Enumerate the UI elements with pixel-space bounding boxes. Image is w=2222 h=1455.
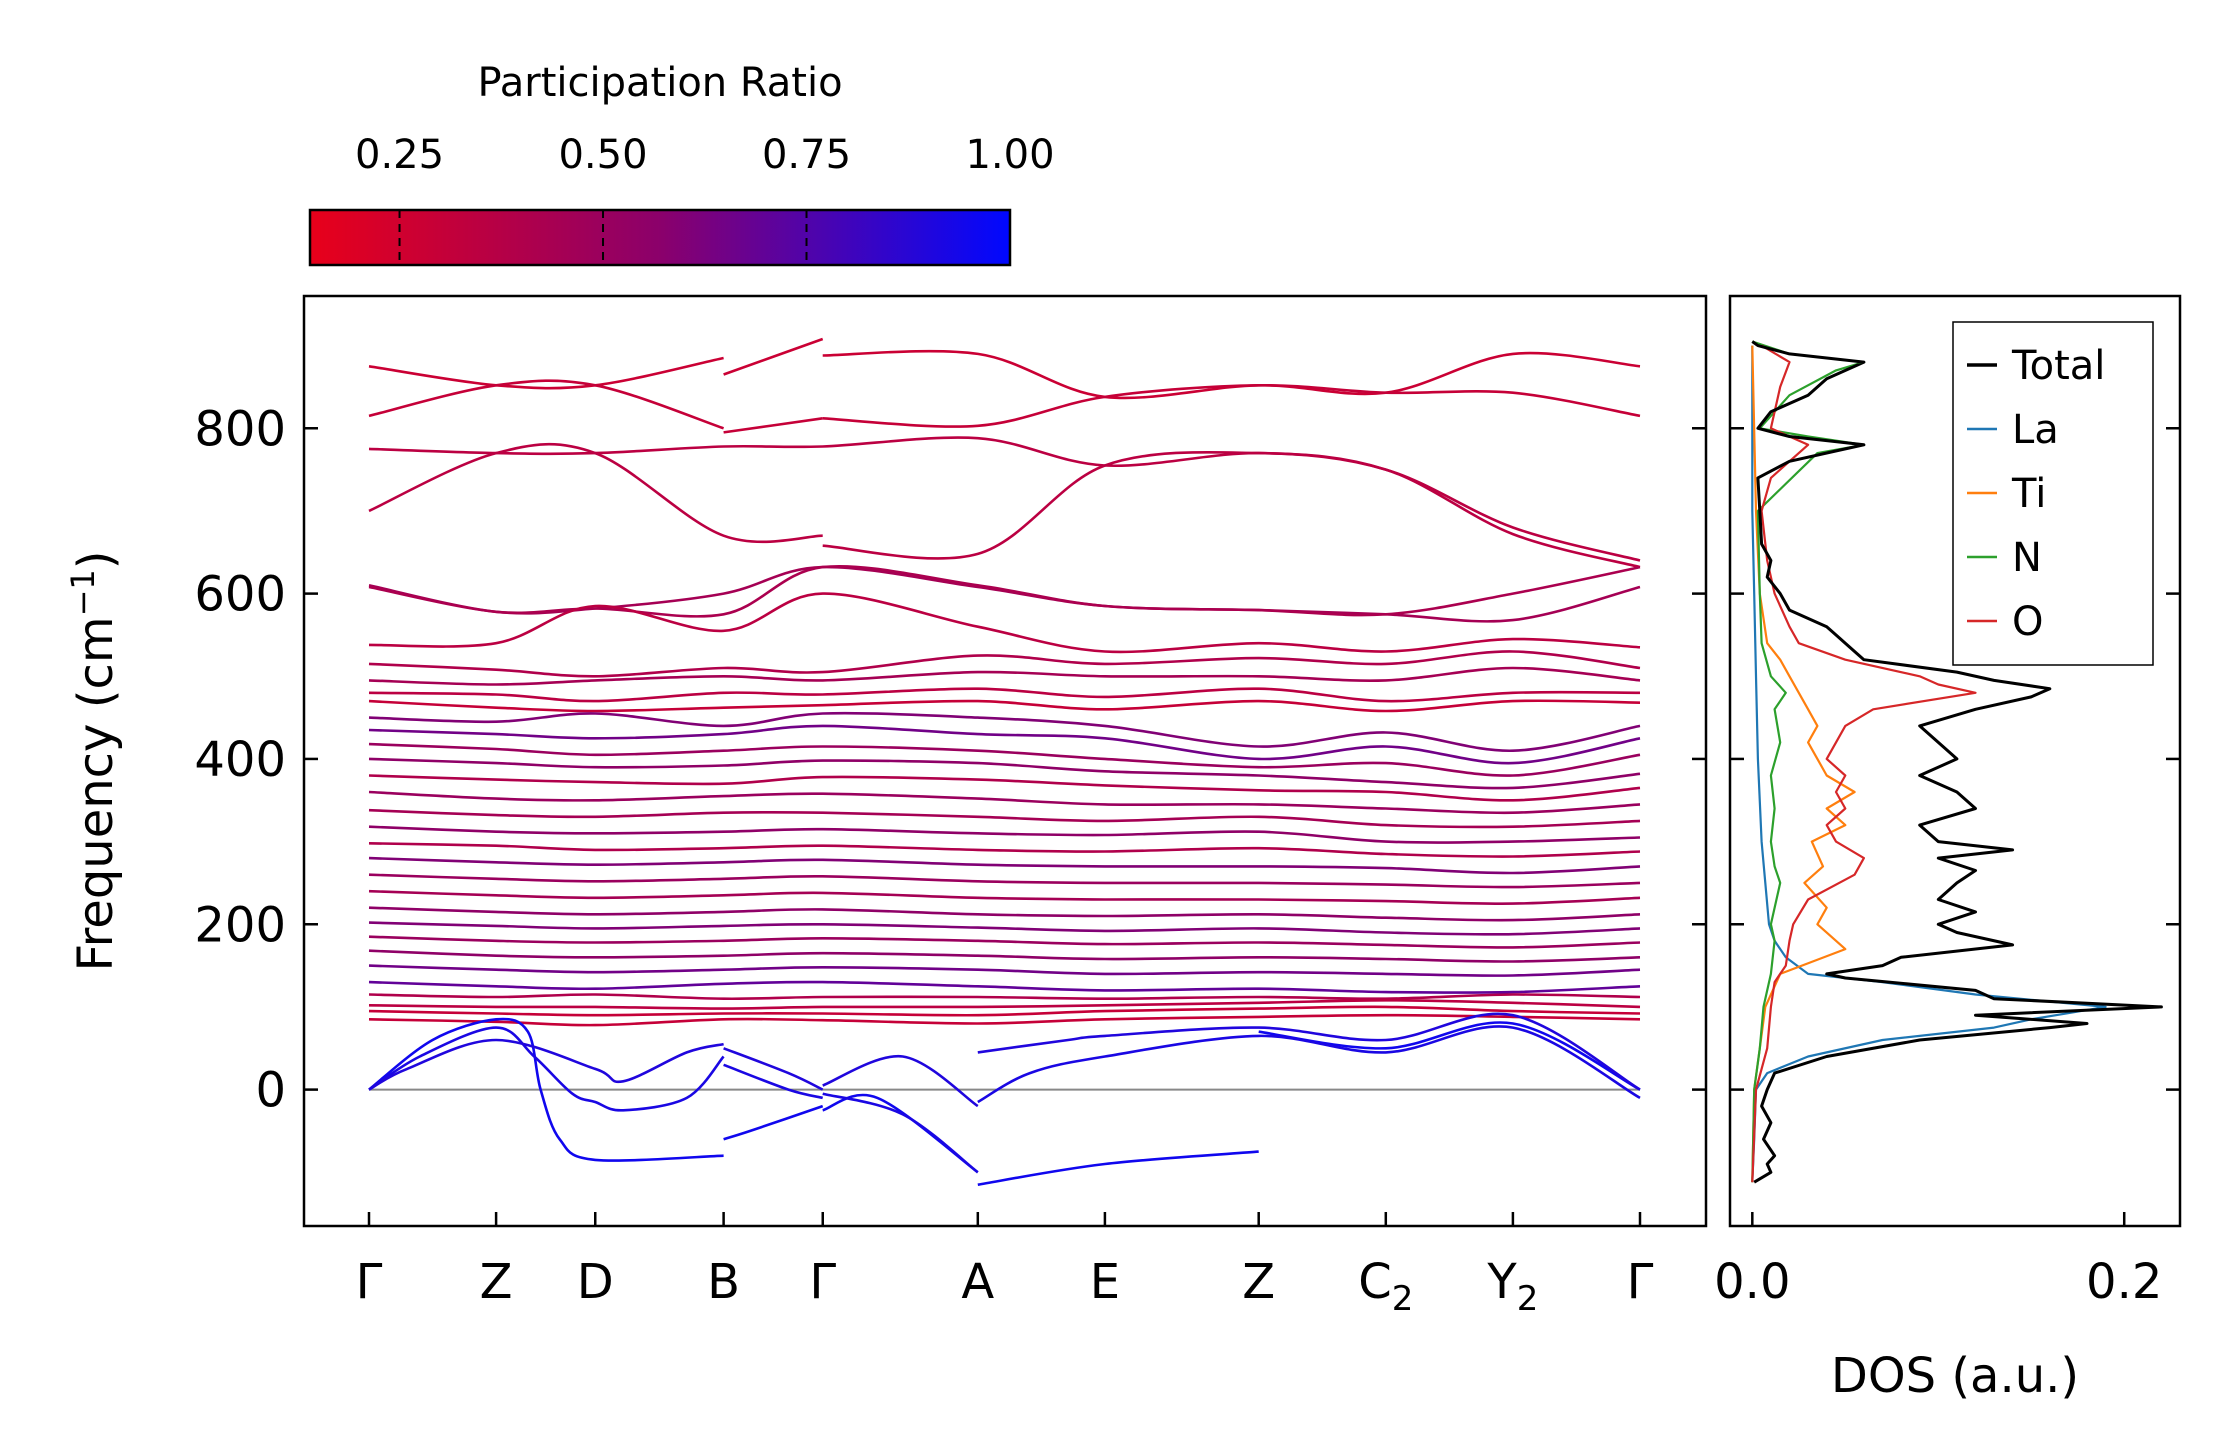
optical-band-2-segment-0 bbox=[368, 436, 1641, 562]
optical-band-11-segment-0 bbox=[368, 711, 1641, 753]
colorbar-tick-label: 0.25 bbox=[355, 132, 444, 178]
band-y-tick-label: 400 bbox=[194, 732, 286, 788]
legend-label-la: La bbox=[2012, 407, 2059, 453]
optical-band-27-segment-0 bbox=[368, 964, 1641, 977]
optical-band-3-segment-0 bbox=[368, 442, 823, 544]
legend-label-o: O bbox=[2012, 599, 2043, 645]
dos-line-total bbox=[1751, 340, 2163, 1184]
optical-band-1-segment-1 bbox=[723, 417, 823, 434]
band-structure-panel: 0 200 400 600 800 Γ Z D B Γ A E Z C2 Y2 Γ Frequency (cm… bbox=[64, 294, 1708, 1319]
optical-band-0-segment-0 bbox=[368, 356, 724, 390]
optical-band-9-segment-0 bbox=[368, 687, 1641, 703]
optical-band-17-segment-0 bbox=[368, 808, 1641, 829]
colorbar-tick-label: 0.75 bbox=[762, 132, 851, 178]
optical-band-30-segment-0 bbox=[368, 998, 1641, 1010]
acoustic-band-1-segment-1 bbox=[723, 1063, 824, 1100]
legend-label-n: N bbox=[2012, 535, 2042, 581]
optical-band-25-segment-0 bbox=[368, 935, 1641, 949]
band-x-tick-label: Z bbox=[1242, 1254, 1275, 1310]
optical-band-24-segment-0 bbox=[368, 921, 1641, 936]
optical-band-22-segment-0 bbox=[368, 889, 1641, 905]
acoustic-band-2-segment-3 bbox=[977, 1012, 1641, 1091]
acoustic-band-0-segment-3 bbox=[977, 1150, 1259, 1186]
colorbar-gradient bbox=[308, 208, 1012, 267]
optical-band-5-segment-0 bbox=[368, 564, 1641, 618]
band-y-tick-label: 800 bbox=[194, 401, 286, 457]
acoustic-band-0-segment-1 bbox=[723, 1104, 824, 1141]
acoustic-band-1-segment-0 bbox=[368, 1026, 725, 1112]
colorbar-tick-label: 0.50 bbox=[558, 132, 647, 178]
colorbar: Participation Ratio 0.25 0.50 0.75 1.00 bbox=[308, 60, 1055, 267]
optical-band-0-segment-1 bbox=[723, 337, 824, 376]
optical-band-15-segment-0 bbox=[368, 774, 1641, 802]
acoustic-band-0-segment-0 bbox=[368, 1017, 724, 1162]
acoustic-band-1-segment-3 bbox=[977, 1025, 1641, 1104]
optical-band-16-segment-0 bbox=[368, 790, 1641, 815]
legend-label-ti: Ti bbox=[2011, 471, 2046, 517]
optical-band-26-segment-0 bbox=[368, 949, 1641, 963]
dos-x-tick-label: 0.0 bbox=[1714, 1254, 1790, 1310]
optical-band-23-segment-0 bbox=[368, 906, 1641, 922]
optical-band-31-segment-0 bbox=[368, 1005, 1641, 1017]
dos-plot-frame bbox=[1728, 294, 2182, 1228]
optical-band-4-segment-0 bbox=[368, 565, 1641, 623]
band-x-tick-label: Γ bbox=[356, 1254, 383, 1310]
dos-legend: Total La Ti NO bbox=[1952, 321, 2154, 666]
band-x-tick-label: B bbox=[707, 1254, 740, 1310]
acoustic-band-1-segment-2 bbox=[822, 1092, 979, 1174]
acoustic-band-2-segment-0 bbox=[368, 1038, 724, 1091]
optical-band-7-segment-0 bbox=[368, 650, 1641, 678]
optical-band-1-segment-2 bbox=[822, 383, 1641, 428]
band-x-tick-label: A bbox=[961, 1254, 994, 1310]
band-y-tick-label: 600 bbox=[194, 567, 286, 623]
optical-band-13-segment-0 bbox=[368, 742, 1641, 777]
band-x-tick-label: Y2 bbox=[1486, 1254, 1538, 1319]
optical-band-12-segment-0 bbox=[368, 724, 1641, 765]
band-x-tick-label: Z bbox=[480, 1254, 513, 1310]
legend-label-total: Total bbox=[2011, 343, 2105, 389]
optical-band-8-segment-0 bbox=[368, 666, 1641, 686]
optical-band-18-segment-0 bbox=[368, 825, 1641, 844]
optical-band-14-segment-0 bbox=[368, 757, 1641, 790]
dos-x-tick-label: 0.2 bbox=[2086, 1254, 2162, 1310]
band-x-tick-label: D bbox=[577, 1254, 614, 1310]
optical-band-20-segment-0 bbox=[368, 856, 1641, 875]
optical-band-21-segment-0 bbox=[368, 873, 1641, 889]
band-y-tick-label: 200 bbox=[194, 897, 286, 953]
colorbar-tick-label: 1.00 bbox=[965, 132, 1054, 178]
optical-band-0-segment-2 bbox=[822, 349, 1641, 400]
band-plot-frame bbox=[302, 294, 1708, 1228]
optical-band-28-segment-0 bbox=[368, 980, 1641, 994]
band-y-tick-label: 0 bbox=[255, 1063, 286, 1119]
optical-band-3-segment-1 bbox=[822, 450, 1641, 569]
dos-panel: 0.0 0.2 DOS (a.u.) Total La Ti NO bbox=[1714, 294, 2182, 1404]
dos-line-o bbox=[1751, 344, 1977, 1183]
acoustic-band-2-segment-1 bbox=[723, 1047, 824, 1091]
band-y-axis-title: Frequency (cm−1) bbox=[64, 550, 124, 971]
optical-band-32-segment-0 bbox=[368, 1013, 1641, 1027]
band-x-tick-label: E bbox=[1090, 1254, 1120, 1310]
acoustic-band-2-segment-2 bbox=[822, 1055, 979, 1108]
band-x-tick-label: Γ bbox=[809, 1254, 836, 1310]
optical-band-19-segment-0 bbox=[368, 842, 1641, 858]
acoustic-band-0-segment-2 bbox=[822, 1093, 979, 1174]
band-x-tick-label: Γ bbox=[1627, 1254, 1654, 1310]
optical-band-29-segment-0 bbox=[368, 993, 1641, 1001]
optical-band-6-segment-0 bbox=[368, 592, 1641, 654]
dos-x-axis-title: DOS (a.u.) bbox=[1831, 1348, 2079, 1404]
colorbar-title: Participation Ratio bbox=[477, 60, 842, 106]
optical-band-10-segment-0 bbox=[368, 699, 1641, 713]
optical-band-1-segment-0 bbox=[368, 379, 725, 430]
band-x-tick-label: C2 bbox=[1358, 1254, 1413, 1319]
